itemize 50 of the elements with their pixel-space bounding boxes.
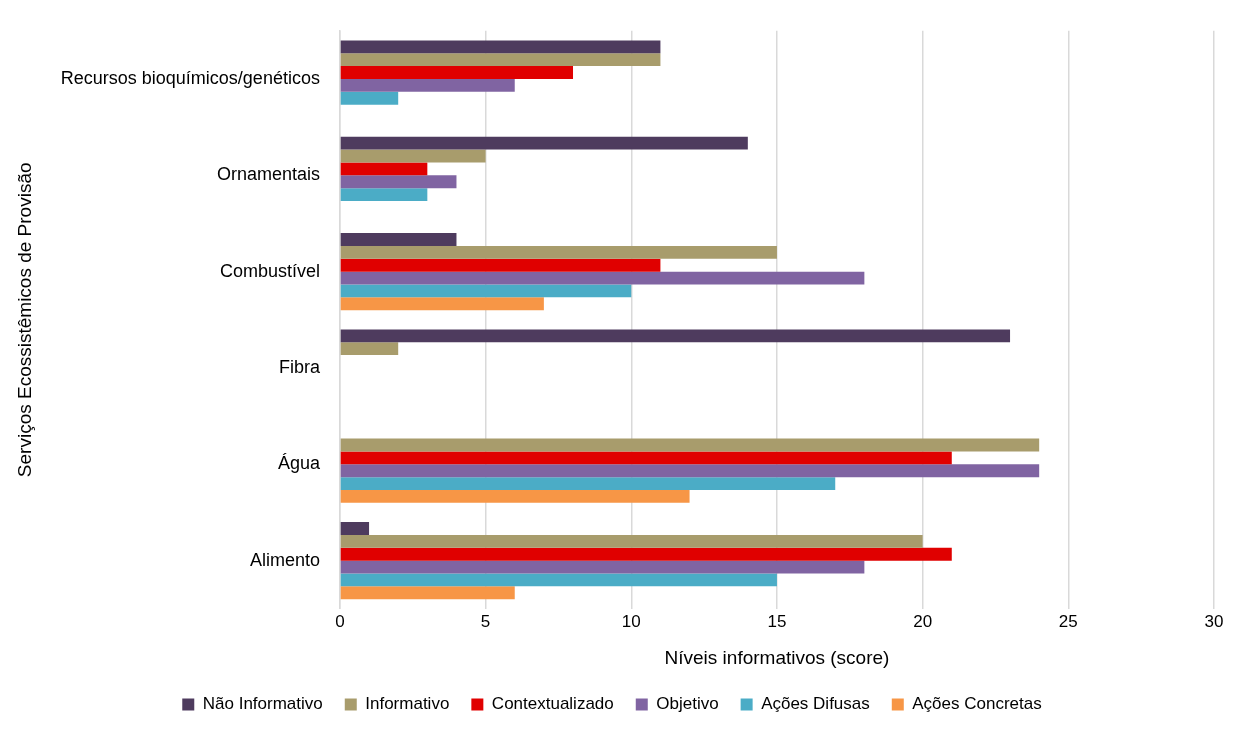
bar xyxy=(340,271,865,285)
y-tick-label: Fibra xyxy=(278,356,321,377)
x-axis-title: Níveis informativos (score) xyxy=(664,646,890,668)
bar xyxy=(340,233,457,246)
bar xyxy=(340,451,952,465)
y-tick-label: Alimento xyxy=(249,549,320,570)
legend-label: Ações Difusas xyxy=(761,694,870,714)
bar xyxy=(340,522,370,535)
x-tick-label: 20 xyxy=(913,611,933,631)
bar xyxy=(340,438,1040,452)
bar xyxy=(340,53,661,67)
bar xyxy=(340,284,632,298)
bar xyxy=(340,547,952,561)
x-tick-label: 25 xyxy=(1058,611,1078,631)
bar xyxy=(340,489,690,503)
y-tick-label: Combustível xyxy=(219,260,320,281)
bar xyxy=(340,136,748,150)
x-tick-label: 5 xyxy=(480,611,491,631)
bar xyxy=(340,91,399,105)
bar xyxy=(340,40,661,54)
x-tick-label: 15 xyxy=(767,611,787,631)
bar xyxy=(340,534,923,548)
bar xyxy=(340,464,1040,478)
y-axis-title: Serviços Ecossistêmicos de Provisão xyxy=(13,162,35,478)
bar xyxy=(340,573,777,587)
y-tick-label: Recursos bioquímicos/genéticos xyxy=(60,67,320,88)
bar xyxy=(340,560,865,574)
bar xyxy=(340,66,574,79)
legend-label: Não Informativo xyxy=(202,694,323,714)
bar xyxy=(340,175,457,189)
bar xyxy=(340,342,399,356)
bar xyxy=(340,78,515,92)
legend-label: Objetivo xyxy=(656,694,719,714)
bar xyxy=(340,188,428,201)
y-tick-label: Água xyxy=(277,453,321,474)
legend-label: Informativo xyxy=(365,694,450,714)
x-tick-label: 10 xyxy=(621,611,641,631)
x-tick-label: 30 xyxy=(1204,611,1224,631)
bar xyxy=(340,245,777,259)
bar xyxy=(340,297,544,311)
legend-label: Contextualizado xyxy=(491,694,614,714)
bar xyxy=(340,586,515,600)
bar xyxy=(340,477,836,490)
y-tick-label: Ornamentais xyxy=(216,164,320,185)
bar xyxy=(340,329,1011,343)
bar xyxy=(340,162,428,176)
bar xyxy=(340,258,661,272)
bar xyxy=(340,149,486,163)
legend-label: Ações Concretas xyxy=(912,694,1042,714)
x-tick-label: 0 xyxy=(335,611,345,631)
